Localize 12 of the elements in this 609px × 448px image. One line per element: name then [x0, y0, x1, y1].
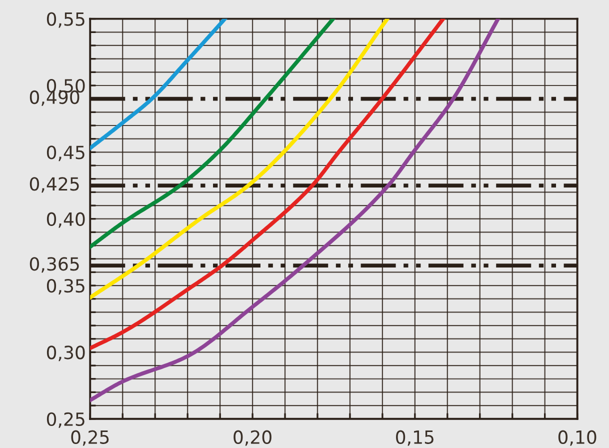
y-tick-label: 0,35 — [46, 278, 84, 294]
ref-line-label: 0,425 — [30, 177, 79, 193]
ref-line-label: 0,365 — [30, 257, 79, 273]
x-tick-label: 0,20 — [234, 430, 272, 446]
x-tick-label: 0,25 — [71, 430, 109, 446]
y-tick-label: 0,55 — [46, 12, 84, 28]
y-tick-label: 0,30 — [46, 346, 85, 362]
y-tick-label: 0,25 — [46, 412, 84, 428]
x-tick-label: 0,15 — [396, 430, 434, 446]
y-tick-label: 0,45 — [46, 146, 84, 162]
x-tick-label: 0,10 — [558, 430, 596, 446]
y-tick-label: 0,40 — [46, 212, 85, 228]
